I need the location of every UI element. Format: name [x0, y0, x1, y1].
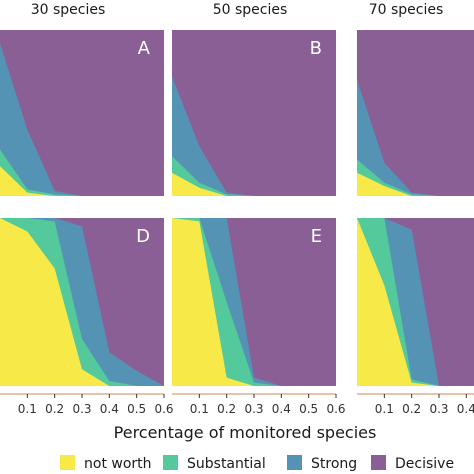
- x-tick-label: 0.4: [272, 402, 291, 416]
- legend-label: Decisive: [395, 456, 454, 472]
- panel-e: E: [172, 218, 336, 386]
- legend-label: Strong: [311, 456, 357, 472]
- panel-f: F: [357, 218, 474, 386]
- panel-d: D: [0, 218, 164, 386]
- x-tick-label: 0.3: [244, 402, 263, 416]
- strip-title: 70 species: [369, 2, 444, 18]
- x-tick-label: 0.1: [190, 402, 209, 416]
- x-tick-label: 0.3: [72, 402, 91, 416]
- x-tick-label: 0.4: [100, 402, 119, 416]
- legend-label: not worth: [84, 456, 152, 472]
- panel-letter: E: [311, 226, 322, 247]
- panel-c: C: [357, 30, 474, 196]
- x-tick-label: 0.1: [18, 402, 37, 416]
- x-tick-label: 0.1: [375, 402, 394, 416]
- x-tick-label: 0.2: [217, 402, 236, 416]
- strip-title: 30 species: [31, 2, 106, 18]
- x-axis-label: Percentage of monitored species: [114, 423, 377, 442]
- x-tick-label: 0.3: [429, 402, 448, 416]
- x-tick-label: 0.2: [402, 402, 421, 416]
- legend-label: Substantial: [187, 456, 266, 472]
- legend-swatch: [287, 455, 302, 470]
- x-tick-label: 0.6: [326, 402, 345, 416]
- x-tick-label: 0.6: [154, 402, 173, 416]
- legend: not worth Substantial Strong Decisive: [60, 455, 454, 472]
- x-tick-label: 0.5: [127, 402, 146, 416]
- legend-swatch: [60, 455, 75, 470]
- panel-letter: B: [310, 38, 322, 59]
- panel-b: B: [172, 30, 336, 196]
- panel-letter: A: [138, 38, 151, 59]
- strip-title: 50 species: [213, 2, 288, 18]
- legend-swatch: [371, 455, 386, 470]
- panel-letter: D: [136, 226, 150, 247]
- panel-a: A: [0, 30, 164, 196]
- x-tick-label: 0.4: [457, 402, 474, 416]
- x-tick-label: 0.2: [45, 402, 64, 416]
- legend-swatch: [163, 455, 178, 470]
- x-tick-label: 0.5: [299, 402, 318, 416]
